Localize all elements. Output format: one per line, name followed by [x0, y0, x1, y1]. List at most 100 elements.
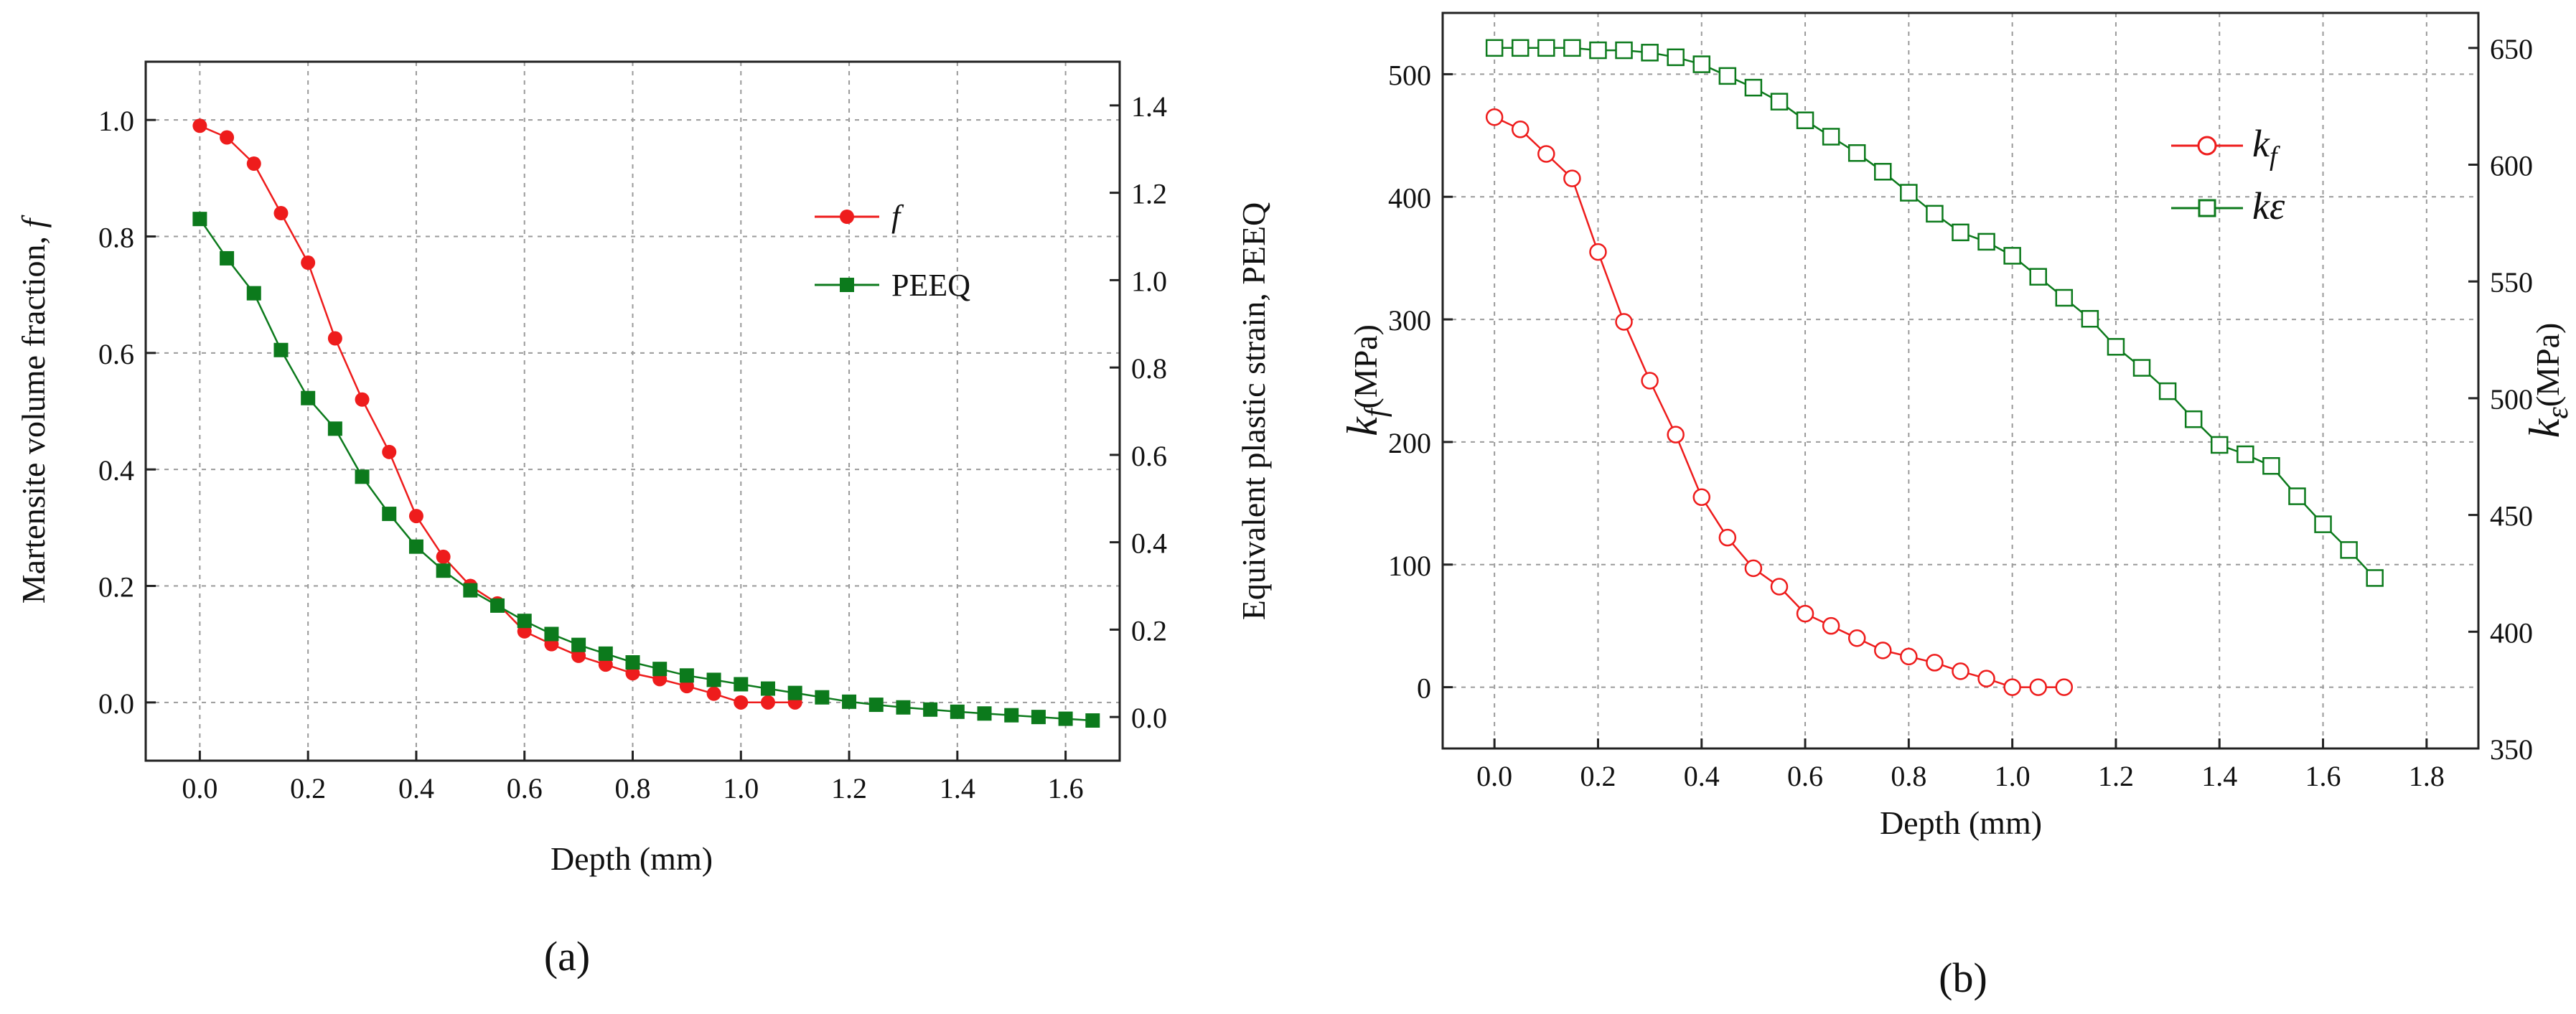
y-tick-label-left: 100	[1388, 550, 1431, 582]
y-tick-label-right: 550	[2490, 266, 2533, 299]
x-tick-label: 0.4	[398, 772, 434, 804]
data-point-kf	[1485, 108, 1504, 126]
data-point-kε	[1692, 55, 1710, 73]
data-point-PEEQ	[652, 662, 668, 677]
data-point-kf	[1874, 642, 1892, 659]
legend-b-kf-marker	[2197, 136, 2217, 156]
data-point-kε	[2055, 288, 2074, 307]
data-point-PEEQ	[734, 677, 749, 692]
y-axis-label-left-b: kf(MPa)	[1339, 324, 1392, 436]
data-point-PEEQ	[408, 539, 423, 554]
data-point-PEEQ	[787, 685, 802, 700]
data-point-f	[355, 392, 370, 407]
data-point-PEEQ	[625, 655, 640, 670]
data-point-f	[273, 206, 289, 221]
data-point-kf	[1926, 654, 1944, 672]
series-line-kf	[1494, 116, 2064, 688]
grid-lines-a	[146, 62, 1120, 761]
grid-lines-b	[1443, 13, 2478, 748]
data-point-PEEQ	[868, 698, 884, 713]
data-point-PEEQ	[436, 563, 451, 578]
data-point-f	[734, 695, 749, 710]
y-axis-label-right-b-subscript: ε	[2542, 407, 2575, 419]
data-point-kf	[2029, 678, 2047, 696]
x-tick-label: 0.0	[1476, 760, 1512, 792]
y-axis-label-left-a-symbol: f	[15, 215, 52, 228]
data-point-PEEQ	[273, 342, 289, 357]
legend-a-peeq-marker	[840, 278, 854, 292]
data-point-kε	[2184, 410, 2203, 428]
x-tick-label: 1.0	[1995, 760, 2031, 792]
y-tick-label-right: 0.6	[1131, 440, 1167, 472]
data-point-PEEQ	[977, 706, 992, 721]
y-tick-label-left: 200	[1388, 427, 1431, 459]
y-tick-label-right: 350	[2490, 733, 2533, 766]
data-point-kε	[1874, 163, 1892, 181]
y-tick-label-right: 650	[2490, 33, 2533, 65]
x-tick-label: 0.2	[290, 772, 326, 804]
y-axis-label-left-a: Martensite volume fraction, f	[15, 215, 52, 604]
y-tick-label-left: 0.2	[98, 571, 134, 604]
y-axis-label-right-b-unit: (MPa)	[2529, 323, 2566, 408]
data-point-f	[760, 695, 775, 710]
data-point-PEEQ	[192, 212, 207, 227]
y-tick-label-right: 0.0	[1131, 702, 1167, 734]
data-point-kε	[1822, 128, 1840, 146]
data-point-kf	[1796, 604, 1814, 623]
y-tick-label-left: 300	[1388, 304, 1431, 337]
data-point-PEEQ	[1058, 711, 1073, 726]
legend-b-ke-label: kε	[2252, 184, 2285, 227]
data-point-kε	[2132, 359, 2151, 377]
data-point-kε	[1537, 39, 1555, 57]
y-tick-label-right: 0.8	[1131, 352, 1167, 385]
panel-caption-a: (a)	[544, 933, 590, 980]
data-point-kε	[2158, 382, 2177, 400]
data-point-PEEQ	[598, 646, 613, 661]
axis-ticks-a: 0.0 0.2 0.4 0.6 0.8 1.0 1.2 1.4 1.6 0.0 0.2 0.4 0.6 0…	[98, 90, 1167, 804]
x-axis-label-b: Depth (mm)	[1880, 804, 2042, 841]
data-point-PEEQ	[517, 614, 532, 629]
data-point-kε	[1563, 39, 1581, 57]
data-point-PEEQ	[1031, 710, 1046, 725]
y-axis-label-right-b: kε(MPa)	[2521, 323, 2575, 438]
data-point-kf	[1563, 169, 1581, 187]
data-point-PEEQ	[544, 626, 559, 642]
data-point-kε	[1485, 39, 1504, 57]
data-point-PEEQ	[463, 583, 478, 598]
y-axis-label-right-b-symbol: k	[2521, 418, 2568, 438]
data-point-kε	[1900, 184, 1918, 202]
y-axis-label-left-b-unit: (MPa)	[1347, 324, 1384, 409]
x-axis-label-a: Depth (mm)	[551, 840, 713, 877]
x-tick-label: 0.6	[1787, 760, 1823, 792]
x-tick-label: 1.6	[2305, 760, 2341, 792]
data-point-kε	[2288, 487, 2306, 505]
legend-b-kf-label: kf	[2252, 122, 2280, 172]
chart-panel-b: 0.0 0.2 0.4 0.6 0.8 1.0 1.2 1.4 1.6 1.8 0 100 200 300…	[1339, 11, 2575, 1001]
data-point-kf	[1718, 528, 1737, 547]
x-tick-label: 1.8	[2409, 760, 2445, 792]
data-point-PEEQ	[382, 507, 397, 522]
data-point-PEEQ	[896, 700, 911, 715]
x-tick-label: 0.6	[507, 772, 543, 804]
data-point-PEEQ	[679, 668, 694, 683]
data-point-kf	[1952, 662, 1970, 680]
data-point-kε	[1770, 93, 1789, 111]
data-point-kε	[2081, 310, 2099, 328]
data-point-f	[192, 118, 207, 133]
data-point-PEEQ	[815, 690, 830, 705]
data-point-kε	[1847, 144, 1866, 162]
data-point-kε	[2340, 541, 2358, 559]
series-line-kε	[1494, 47, 2376, 579]
y-axis-label-right-a: Equivalent plastic strain, PEEQ	[1235, 202, 1272, 621]
data-point-kf	[1589, 243, 1607, 261]
data-point-kf	[1744, 559, 1763, 578]
legend-a-f-marker	[840, 210, 854, 224]
data-point-kf	[1977, 670, 1995, 687]
data-point-PEEQ	[950, 704, 965, 719]
series-layer-a	[192, 118, 1100, 728]
data-point-kε	[1977, 233, 1995, 251]
data-point-kε	[2314, 515, 2332, 533]
data-point-PEEQ	[571, 637, 586, 652]
data-point-kε	[2003, 247, 2021, 265]
